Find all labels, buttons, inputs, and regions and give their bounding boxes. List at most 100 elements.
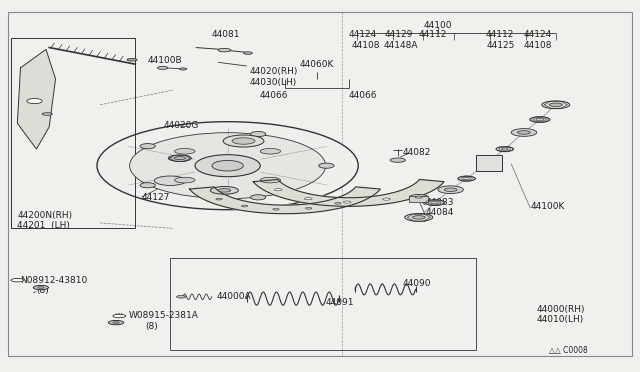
Text: 44112: 44112 (419, 30, 447, 39)
Text: 44108: 44108 (524, 41, 552, 50)
Text: 44066: 44066 (349, 91, 377, 100)
Ellipse shape (140, 144, 156, 149)
Polygon shape (476, 155, 502, 171)
Text: (8): (8) (145, 322, 157, 331)
Text: 44201  (LH): 44201 (LH) (17, 221, 70, 230)
Ellipse shape (218, 48, 231, 52)
Text: 44100K: 44100K (531, 202, 564, 211)
Ellipse shape (511, 129, 537, 136)
Ellipse shape (244, 52, 252, 54)
Text: 44010(LH): 44010(LH) (537, 315, 584, 324)
Text: 44100B: 44100B (148, 56, 182, 65)
Text: N08912-43810: N08912-43810 (20, 276, 88, 285)
Ellipse shape (530, 117, 550, 122)
Ellipse shape (260, 177, 280, 183)
Ellipse shape (168, 155, 191, 161)
Ellipse shape (390, 158, 405, 162)
Ellipse shape (154, 176, 186, 185)
Text: 44020(RH): 44020(RH) (250, 67, 298, 76)
Ellipse shape (175, 148, 195, 154)
Ellipse shape (223, 135, 264, 147)
Ellipse shape (343, 201, 351, 203)
Text: 44084: 44084 (425, 208, 454, 217)
Ellipse shape (319, 163, 334, 168)
Ellipse shape (113, 322, 119, 324)
Ellipse shape (177, 295, 186, 298)
Ellipse shape (42, 113, 52, 115)
Ellipse shape (458, 176, 476, 181)
Text: 44030(LH): 44030(LH) (250, 78, 297, 87)
Text: N: N (15, 278, 20, 283)
Text: 44124: 44124 (524, 30, 552, 39)
Ellipse shape (250, 131, 266, 137)
Ellipse shape (404, 214, 433, 221)
Ellipse shape (140, 183, 156, 188)
Ellipse shape (97, 122, 358, 210)
Ellipse shape (127, 58, 137, 61)
Ellipse shape (438, 186, 463, 193)
Ellipse shape (108, 320, 124, 325)
Ellipse shape (216, 198, 222, 200)
Text: 44081: 44081 (212, 30, 240, 39)
Ellipse shape (179, 68, 187, 70)
Bar (170, 258, 476, 350)
Text: 44000(RH): 44000(RH) (537, 305, 585, 314)
Ellipse shape (541, 101, 570, 109)
Ellipse shape (11, 278, 24, 282)
Ellipse shape (211, 186, 239, 194)
Text: △△ C0008: △△ C0008 (549, 346, 588, 355)
Ellipse shape (130, 133, 326, 199)
Text: 44082: 44082 (403, 148, 431, 157)
Bar (11, 38, 135, 228)
Ellipse shape (27, 99, 42, 104)
Ellipse shape (232, 138, 255, 144)
Text: 44112: 44112 (486, 30, 514, 39)
Text: W: W (116, 314, 122, 318)
Ellipse shape (305, 198, 312, 200)
Text: 44129: 44129 (385, 30, 413, 39)
Text: 44108: 44108 (351, 41, 380, 50)
Polygon shape (17, 49, 56, 149)
Ellipse shape (174, 157, 186, 160)
Text: 44083: 44083 (425, 198, 454, 207)
Text: (8): (8) (36, 286, 49, 295)
Ellipse shape (113, 314, 125, 318)
Text: 44124: 44124 (349, 30, 377, 39)
Ellipse shape (260, 148, 280, 154)
Ellipse shape (33, 285, 49, 290)
Ellipse shape (518, 131, 531, 134)
Text: 44000A: 44000A (217, 292, 252, 301)
Ellipse shape (212, 160, 243, 171)
Bar (409, 196, 428, 202)
Ellipse shape (38, 287, 44, 288)
Ellipse shape (444, 188, 457, 192)
Ellipse shape (415, 196, 422, 198)
Text: 44127: 44127 (141, 193, 170, 202)
Ellipse shape (383, 198, 390, 200)
Text: 44066: 44066 (259, 91, 288, 100)
Text: 44020G: 44020G (164, 121, 199, 129)
Ellipse shape (241, 205, 248, 207)
Text: 44091: 44091 (325, 298, 353, 307)
Text: 44148A: 44148A (384, 41, 418, 50)
Text: 44125: 44125 (487, 41, 515, 50)
Text: 44090: 44090 (403, 279, 431, 288)
Ellipse shape (218, 189, 231, 192)
Ellipse shape (305, 208, 312, 209)
Ellipse shape (335, 202, 341, 204)
Ellipse shape (175, 177, 195, 183)
Text: 44100: 44100 (424, 21, 452, 30)
Text: 44200N(RH): 44200N(RH) (17, 211, 72, 220)
Text: W08915-2381A: W08915-2381A (129, 311, 198, 320)
Polygon shape (189, 187, 380, 214)
Ellipse shape (496, 147, 514, 151)
Polygon shape (253, 179, 444, 206)
Ellipse shape (409, 195, 428, 200)
Text: 44060K: 44060K (300, 60, 334, 69)
Ellipse shape (412, 216, 425, 219)
Ellipse shape (250, 195, 266, 200)
Ellipse shape (424, 200, 445, 205)
Ellipse shape (195, 155, 260, 177)
Ellipse shape (549, 103, 562, 106)
Ellipse shape (157, 66, 168, 69)
